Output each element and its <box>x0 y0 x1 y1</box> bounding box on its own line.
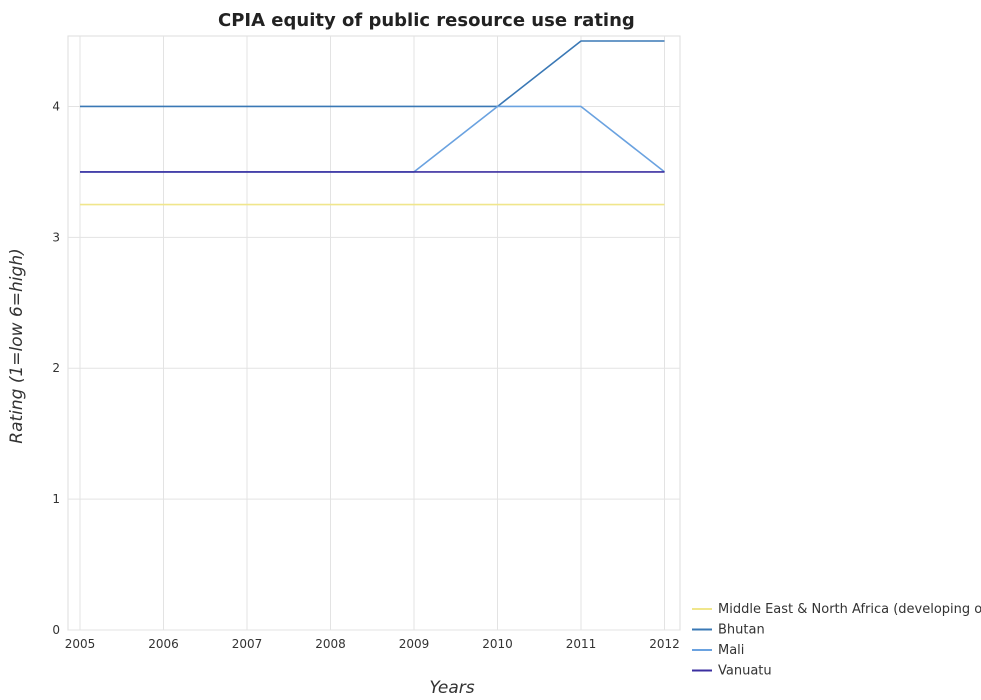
x-tick-label: 2010 <box>482 637 513 651</box>
y-tick-label: 3 <box>52 230 60 244</box>
x-tick-label: 2006 <box>148 637 179 651</box>
x-tick-label: 2008 <box>315 637 346 651</box>
y-tick-label: 0 <box>52 623 60 637</box>
plot-frame <box>67 35 681 631</box>
y-tick-label: 1 <box>52 492 60 506</box>
series-lines <box>80 40 665 206</box>
legend: Middle East & North Africa (developing o… <box>692 602 981 679</box>
series-line-2 <box>80 40 665 108</box>
legend-label: Bhutan <box>718 623 765 638</box>
series-line-3 <box>80 105 665 173</box>
chart-title: CPIA equity of public resource use ratin… <box>218 10 635 31</box>
x-tick-label: 2011 <box>566 637 597 651</box>
x-tick-label: 2009 <box>399 637 430 651</box>
legend-label: Middle East & North Africa (developing o… <box>718 602 981 617</box>
y-tick-label: 2 <box>52 361 60 375</box>
x-tick-label: 2012 <box>649 637 680 651</box>
x-tick-label: 2007 <box>232 637 263 651</box>
legend-label: Vanuatu <box>718 664 772 679</box>
y-tick-label: 4 <box>52 99 60 113</box>
y-axis-label: Rating (1=low 6=high) <box>7 248 27 443</box>
x-axis-label: Years <box>429 678 474 698</box>
legend-label: Mali <box>718 643 744 658</box>
x-tick-label: 2005 <box>65 637 96 651</box>
grid <box>67 35 681 631</box>
